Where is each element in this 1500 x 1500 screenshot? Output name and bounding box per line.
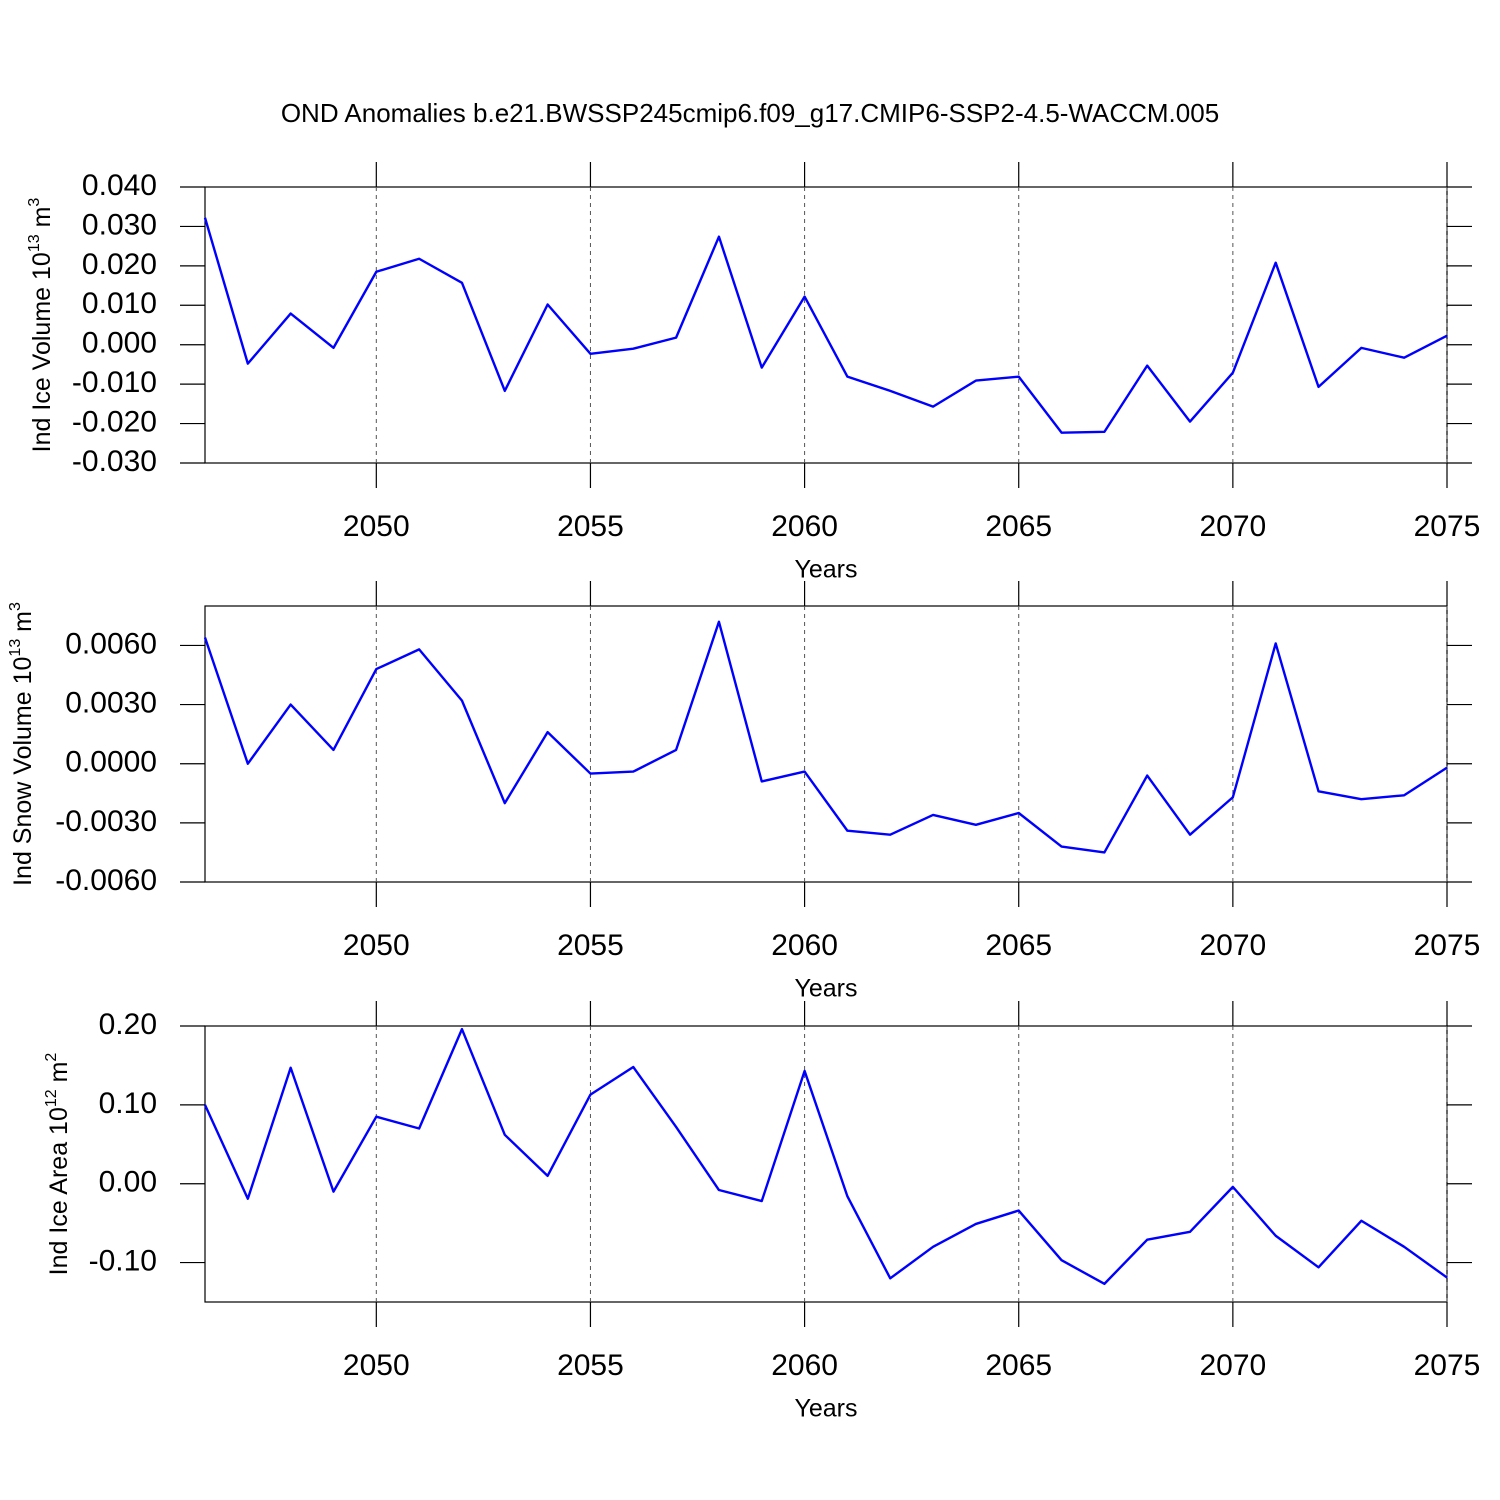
- x-tick-label: 2070: [1199, 929, 1266, 962]
- y-axis-label-exponent: 13: [7, 639, 24, 657]
- plot-frame: [204, 1025, 1448, 1303]
- x-tick-label: 2075: [1414, 510, 1481, 543]
- y-axis-label-part: m: [28, 207, 56, 235]
- x-axis-label: Years: [794, 975, 857, 1003]
- x-tick-label: 2075: [1414, 929, 1481, 962]
- figure-title: OND Anomalies b.e21.BWSSP245cmip6.f09_g1…: [281, 98, 1219, 128]
- y-axis-label: Ind Ice Area 1012 m2: [43, 1053, 73, 1276]
- data-line: [203, 217, 1448, 434]
- x-tick-label: 2075: [1414, 1349, 1481, 1382]
- plot-frame: [204, 186, 1448, 464]
- plot-frame: [204, 605, 1448, 883]
- x-tick-label: 2055: [557, 510, 624, 543]
- y-tick-label: 0.000: [82, 327, 157, 360]
- y-axis-label-exponent: 3: [7, 602, 24, 611]
- data-line: [203, 620, 1448, 854]
- x-tick-label: 2055: [557, 929, 624, 962]
- y-tick-label: 0.00: [99, 1166, 157, 1199]
- data-line: [203, 1027, 1448, 1286]
- x-tick-label: 2070: [1199, 510, 1266, 543]
- x-tick-label: 2055: [557, 1349, 624, 1382]
- x-tick-label: 2060: [771, 929, 838, 962]
- x-tick-label: 2060: [771, 1349, 838, 1382]
- y-axis-label-exponent: 12: [43, 1089, 60, 1107]
- y-axis-label-part: m: [45, 1062, 73, 1090]
- y-axis-label-part: Ind Ice Volume 10: [28, 252, 56, 452]
- x-tick-label: 2070: [1199, 1349, 1266, 1382]
- y-tick-label: -0.10: [89, 1244, 157, 1277]
- x-tick-label: 2050: [343, 1349, 410, 1382]
- x-axis-label: Years: [794, 1395, 857, 1423]
- y-axis-label-exponent: 3: [26, 198, 43, 207]
- y-axis-label: Ind Snow Volume 1013 m3: [7, 602, 37, 886]
- x-tick-label: 2050: [343, 510, 410, 543]
- y-axis-label-exponent: 2: [43, 1053, 60, 1062]
- y-tick-label: 0.030: [82, 208, 157, 241]
- y-axis-label-part: Ind Ice Area 10: [45, 1107, 73, 1275]
- x-axis-label: Years: [794, 556, 857, 584]
- y-axis-label-part: m: [9, 611, 37, 639]
- y-tick-label: 0.0060: [65, 627, 157, 660]
- x-tick-label: 2065: [985, 929, 1052, 962]
- y-tick-label: -0.0030: [55, 805, 157, 838]
- y-tick-label: -0.030: [72, 445, 157, 478]
- x-tick-label: 2060: [771, 510, 838, 543]
- y-tick-label: 0.010: [82, 287, 157, 320]
- y-tick-label: -0.010: [72, 366, 157, 399]
- y-tick-label: 0.20: [99, 1008, 157, 1041]
- x-tick-label: 2065: [985, 510, 1052, 543]
- y-tick-label: 0.10: [99, 1087, 157, 1120]
- y-axis-label: Ind Ice Volume 1013 m3: [26, 198, 56, 453]
- y-tick-label: 0.040: [82, 169, 157, 202]
- y-tick-label: -0.0060: [55, 864, 157, 897]
- x-tick-label: 2065: [985, 1349, 1052, 1382]
- y-tick-label: -0.020: [72, 405, 157, 438]
- y-axis-label-part: Ind Snow Volume 10: [9, 657, 37, 886]
- y-tick-label: 0.0030: [65, 686, 157, 719]
- y-tick-label: 0.020: [82, 248, 157, 281]
- y-tick-label: 0.0000: [65, 746, 157, 779]
- y-axis-label-exponent: 13: [26, 234, 43, 252]
- x-tick-label: 2050: [343, 929, 410, 962]
